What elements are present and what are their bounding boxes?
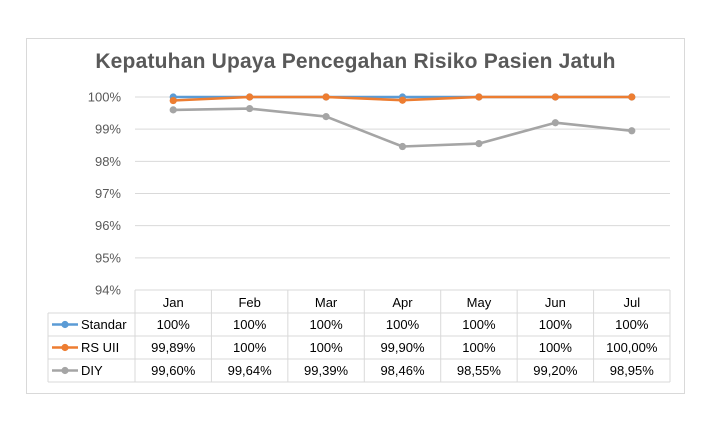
table-cell: 100%	[309, 340, 343, 355]
table-cell: 100%	[233, 317, 267, 332]
data-point	[246, 93, 254, 101]
data-point	[551, 93, 559, 101]
data-point	[398, 96, 407, 104]
table-cell: 100%	[309, 317, 343, 332]
data-point	[628, 127, 636, 135]
y-tick-label: 96%	[95, 218, 121, 233]
category-label: Mar	[315, 295, 338, 310]
data-point	[246, 104, 254, 113]
category-label: Jun	[545, 295, 566, 310]
table-cell: 98,95%	[610, 363, 655, 378]
data-point	[322, 93, 330, 101]
table-cell: 100%	[539, 317, 573, 332]
table-cell: 98,46%	[380, 363, 425, 378]
category-label: Jan	[163, 295, 184, 310]
category-label: May	[467, 295, 492, 310]
table-cell: 99,39%	[304, 363, 349, 378]
data-point	[169, 106, 177, 114]
table-cell: 100%	[539, 340, 573, 355]
y-tick-label: 99%	[95, 122, 121, 137]
series-label: DIY	[81, 363, 103, 378]
chart-title: Kepatuhan Upaya Pencegahan Risiko Pasien…	[95, 50, 616, 73]
table-cell: 99,89%	[151, 340, 196, 355]
table-cell: 100%	[615, 317, 649, 332]
y-tick-label: 95%	[95, 250, 121, 265]
table-cell: 99,60%	[151, 363, 196, 378]
table-cell: 100%	[462, 340, 496, 355]
table-cell: 100%	[233, 340, 267, 355]
series-label: RS UII	[81, 340, 119, 355]
table-cell: 98,55%	[457, 363, 502, 378]
data-point	[628, 93, 636, 101]
y-tick-label: 94%	[95, 283, 121, 298]
table-cell: 100,00%	[606, 340, 658, 355]
legend-key-marker	[61, 366, 69, 375]
data-point	[398, 142, 407, 151]
data-point	[551, 119, 559, 127]
y-tick-label: 98%	[95, 154, 121, 169]
y-tick-label: 100%	[88, 90, 122, 105]
legend-key-marker	[61, 320, 69, 329]
table-cell: 99,20%	[533, 363, 578, 378]
data-point	[169, 96, 177, 105]
category-label: Feb	[238, 295, 260, 310]
category-label: Apr	[392, 295, 413, 310]
table-cell: 100%	[462, 317, 496, 332]
y-tick-label: 97%	[95, 186, 121, 201]
table-cell: 99,64%	[228, 363, 273, 378]
table-cell: 99,90%	[380, 340, 425, 355]
table-cell: 100%	[386, 317, 420, 332]
series-label: Standar	[81, 317, 127, 332]
table-cell: 100%	[157, 317, 191, 332]
legend-key-marker	[61, 343, 69, 352]
series-line	[171, 107, 634, 148]
data-point	[475, 93, 483, 101]
category-label: Jul	[623, 295, 640, 310]
data-point	[475, 140, 483, 148]
data-point	[322, 113, 330, 121]
